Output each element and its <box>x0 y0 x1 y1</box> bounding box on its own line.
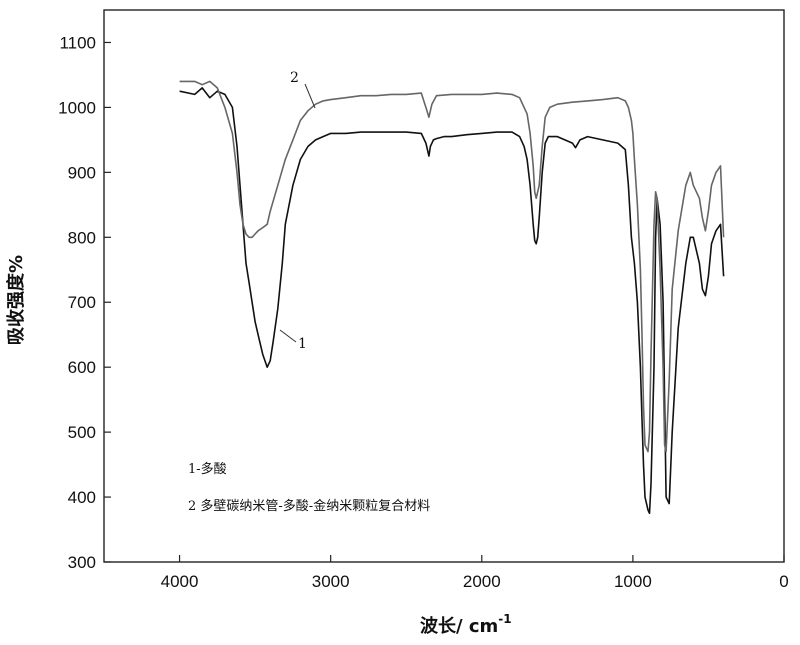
y-tick-label-800: 800 <box>68 228 96 247</box>
y-tick-label-1100: 1100 <box>59 33 96 52</box>
y-tick-label-700: 700 <box>68 293 96 312</box>
series-line-2 <box>179 80 725 453</box>
x-tick-label-2000: 2000 <box>463 572 501 591</box>
y-tick-label-300: 300 <box>68 553 96 572</box>
series-2-label: 2 <box>290 70 299 86</box>
x-axis-title-superscript: -1 <box>498 612 511 626</box>
x-tick-label-4000: 4000 <box>161 572 199 591</box>
series-line-1 <box>179 87 725 515</box>
x-axis-title-main: 波长/ cm <box>420 615 498 637</box>
series-2-callout-line <box>304 83 316 109</box>
series-1-label: 1 <box>298 336 307 352</box>
series-lines <box>179 80 725 515</box>
y-tick-label-900: 900 <box>68 163 96 182</box>
y-tick-label-600: 600 <box>68 358 96 377</box>
y-tick-label-400: 400 <box>68 488 96 507</box>
axis-ticks <box>104 41 785 563</box>
y-tick-labels: 300 400 500 600 700 800 900 1000 1100 <box>58 33 96 572</box>
y-tick-label-1000: 1000 <box>58 98 96 117</box>
legend-entry-1: 1-多酸 <box>188 461 227 477</box>
y-axis-title: 吸收强度% <box>5 255 27 345</box>
x-axis-title: 波长/ cm-1 <box>420 612 512 637</box>
y-tick-label-500: 500 <box>68 423 96 442</box>
x-tick-label-1000: 1000 <box>614 572 652 591</box>
x-tick-labels: 4000 3000 2000 1000 0 <box>161 572 789 591</box>
series-1-callout-line <box>279 329 297 343</box>
legend-entry-2: 2 多壁碳纳米管-多酸-金纳米颗粒复合材料 <box>188 498 430 514</box>
x-tick-label-3000: 3000 <box>312 572 350 591</box>
x-tick-label-0: 0 <box>779 572 788 591</box>
